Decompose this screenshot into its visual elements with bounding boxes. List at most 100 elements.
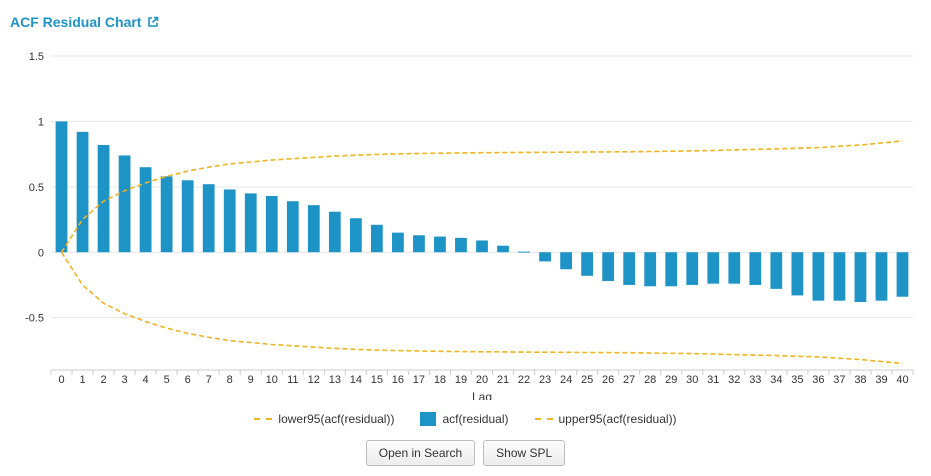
acf-bar	[434, 236, 446, 253]
x-tick-label: 0	[58, 374, 64, 386]
x-tick-label: 33	[749, 374, 761, 386]
legend-label-acf: acf(residual)	[442, 412, 509, 426]
acf-bar	[623, 252, 636, 285]
lower95-line	[60, 251, 903, 365]
chart-legend: lower95(acf(residual)) acf(residual) upp…	[0, 412, 931, 426]
acf-bar	[455, 237, 467, 253]
legend-swatch-lower95	[254, 418, 273, 420]
acf-bar	[202, 184, 215, 253]
x-tick-label: 4	[143, 374, 149, 386]
legend-item-upper95[interactable]: upper95(acf(residual))	[534, 412, 677, 426]
acf-bar	[307, 205, 320, 253]
x-tick-label: 36	[812, 374, 824, 386]
y-tick-label: 1	[38, 116, 44, 128]
x-tick-label: 38	[854, 374, 866, 386]
x-tick-label: 5	[164, 374, 170, 386]
x-tick-label: 23	[539, 374, 551, 386]
acf-bar	[181, 180, 194, 253]
acf-bar	[328, 211, 341, 253]
x-tick-label: 30	[686, 374, 698, 386]
legend-item-lower95[interactable]: lower95(acf(residual))	[254, 412, 394, 426]
panel-title-link[interactable]: ACF Residual Chart	[10, 14, 159, 30]
x-tick-label: 9	[248, 374, 254, 386]
x-axis-label: Lag	[472, 390, 492, 400]
panel-title: ACF Residual Chart	[10, 14, 142, 30]
legend-swatch-upper95	[534, 418, 553, 420]
show-spl-button[interactable]: Show SPL	[483, 440, 566, 466]
acf-bar	[686, 252, 699, 285]
x-tick-label: 17	[413, 374, 425, 386]
acf-bar	[770, 252, 783, 289]
x-tick-label: 26	[602, 374, 614, 386]
acf-bar	[644, 252, 657, 287]
x-tick-label: 3	[122, 374, 128, 386]
x-tick-label: 27	[623, 374, 635, 386]
acf-bar	[244, 193, 257, 253]
legend-swatch-acf	[420, 412, 437, 426]
legend-label-lower95: lower95(acf(residual))	[278, 412, 395, 426]
x-tick-label: 22	[518, 374, 530, 386]
x-tick-label: 28	[644, 374, 656, 386]
x-tick-label: 11	[287, 374, 298, 386]
acf-bar	[518, 251, 530, 253]
legend-item-acf[interactable]: acf(residual)	[420, 412, 509, 426]
y-tick-label: 0.5	[29, 182, 44, 194]
x-tick-label: 40	[896, 374, 908, 386]
x-tick-label: 14	[350, 374, 362, 386]
acf-bar	[286, 201, 299, 253]
x-tick-label: 35	[791, 374, 803, 386]
x-tick-label: 15	[371, 374, 383, 386]
acf-bar	[55, 121, 68, 253]
acf-bar	[728, 252, 741, 284]
acf-bar	[497, 245, 509, 253]
x-tick-label: 12	[308, 374, 320, 386]
x-tick-label: 29	[665, 374, 677, 386]
external-link-icon	[148, 16, 159, 27]
acf-bar	[875, 252, 888, 301]
x-tick-label: 19	[455, 374, 467, 386]
legend-label-upper95: upper95(acf(residual))	[558, 412, 677, 426]
x-tick-label: 31	[707, 374, 719, 386]
acf-bar	[413, 235, 425, 253]
x-tick-label: 16	[392, 374, 404, 386]
acf-bar	[370, 224, 383, 253]
acf-bar	[118, 155, 131, 253]
acf-bar	[665, 252, 678, 287]
x-tick-label: 24	[560, 374, 572, 386]
acf-bar	[539, 252, 551, 262]
x-tick-label: 6	[185, 374, 191, 386]
acf-bar	[76, 131, 89, 253]
action-buttons: Open in Search Show SPL	[0, 440, 931, 466]
y-tick-label: 0	[38, 247, 44, 259]
acf-bar	[560, 252, 572, 270]
x-tick-label: 21	[497, 374, 509, 386]
acf-bar	[833, 252, 846, 301]
acf-bar	[97, 144, 110, 253]
x-tick-label: 18	[434, 374, 446, 386]
x-tick-label: 10	[266, 374, 278, 386]
x-tick-label: 8	[227, 374, 233, 386]
acf-bar	[602, 252, 615, 282]
x-tick-label: 20	[476, 374, 488, 386]
x-tick-label: 37	[833, 374, 845, 386]
y-tick-label: -0.5	[25, 313, 44, 325]
upper95-line	[60, 140, 903, 253]
acf-bar	[896, 252, 909, 297]
open-in-search-button[interactable]: Open in Search	[365, 440, 476, 466]
acf-bar	[812, 252, 825, 301]
x-tick-label: 7	[206, 374, 212, 386]
acf-bar	[476, 240, 488, 253]
x-tick-label: 25	[581, 374, 593, 386]
acf-bar	[265, 195, 278, 253]
acf-bar	[749, 252, 762, 285]
acf-bar	[223, 189, 236, 253]
x-tick-label: 1	[79, 374, 85, 386]
acf-bar	[707, 252, 720, 284]
x-tick-label: 39	[875, 374, 887, 386]
acf-chart: 1.510.50-0.50 1 2 3 4 5 6 7 8 9 10 11 12 13 14 15 16 17 18…	[25, 51, 914, 400]
y-tick-label: 1.5	[29, 51, 44, 63]
acf-bar	[349, 218, 362, 253]
x-tick-label: 34	[770, 374, 782, 386]
x-tick-label: 13	[329, 374, 341, 386]
acf-bar	[160, 176, 173, 253]
